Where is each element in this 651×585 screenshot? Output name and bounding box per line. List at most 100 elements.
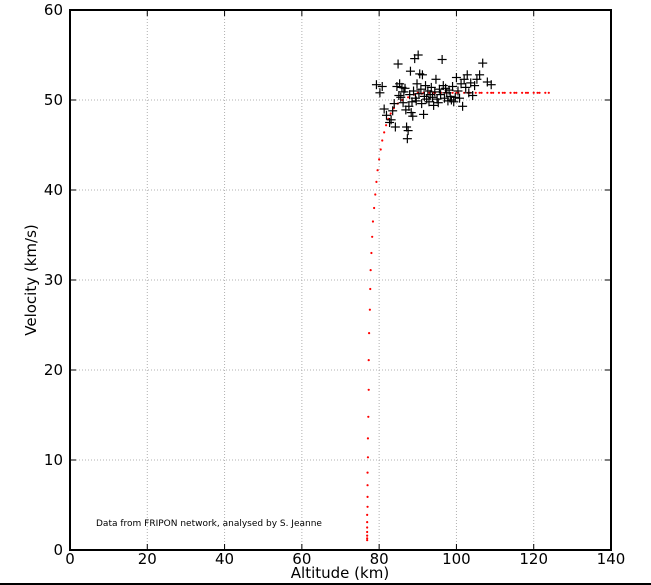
observed-point	[413, 50, 423, 60]
observed-point	[478, 58, 488, 68]
model-point	[383, 131, 386, 134]
model-point	[366, 513, 369, 517]
observed-point	[417, 99, 427, 109]
observed-point	[421, 81, 431, 91]
model-point	[503, 91, 506, 94]
observed-point	[427, 92, 437, 102]
model-point	[366, 471, 369, 474]
model-point	[378, 158, 381, 161]
model-point	[366, 530, 369, 534]
y-tick-label: 0	[53, 541, 63, 559]
model-point	[366, 534, 369, 537]
observed-point	[448, 82, 458, 91]
y-tick-label: 10	[44, 451, 63, 469]
model-point	[371, 235, 374, 238]
observed-point	[377, 82, 387, 91]
model-point	[384, 124, 388, 127]
model-point	[369, 287, 372, 291]
model-point	[366, 521, 369, 524]
observed-point	[371, 80, 381, 90]
observed-point	[393, 59, 403, 69]
model-point	[536, 91, 539, 94]
model-point	[366, 537, 369, 540]
x-tick-label: 120	[519, 550, 548, 568]
model-point	[407, 96, 410, 99]
model-point	[366, 456, 370, 459]
observed-point	[429, 100, 439, 110]
observed-point	[433, 98, 443, 108]
observed-point	[461, 82, 471, 92]
x-tick-label: 140	[597, 550, 626, 568]
x-tick-label: 0	[65, 550, 75, 568]
observed-point	[430, 87, 440, 97]
observed-point	[419, 109, 429, 119]
observed-point	[458, 101, 468, 111]
observed-point	[462, 70, 472, 80]
model-point	[524, 91, 528, 94]
observed-point	[381, 110, 391, 120]
tick-labels: 0 20 40 60 80 100 120 140 0 10 20 30 40 50 60	[44, 1, 625, 568]
model-point	[366, 505, 369, 508]
model-point	[366, 526, 369, 529]
observed-point	[414, 89, 424, 99]
model-point	[370, 251, 373, 255]
model-point	[366, 539, 369, 542]
observed-point	[437, 55, 447, 64]
model-point	[451, 91, 454, 94]
observed-point	[375, 88, 385, 98]
model-point	[526, 91, 530, 94]
x-tick-label: 80	[370, 550, 389, 568]
model-point	[513, 91, 516, 94]
data-marks	[366, 50, 550, 542]
y-tick-label: 30	[44, 271, 63, 289]
model-point	[538, 91, 541, 94]
x-tick-label: 40	[215, 550, 234, 568]
grid-lines	[70, 10, 611, 550]
model-point	[367, 415, 370, 418]
model-point	[521, 91, 524, 94]
model-point	[371, 220, 375, 223]
x-tick-label: 60	[292, 550, 311, 568]
observed-point	[402, 134, 412, 144]
plot-frame	[69, 9, 612, 551]
model-point	[375, 180, 378, 183]
observed-point	[468, 91, 478, 100]
x-tick-label: 100	[442, 550, 471, 568]
observed-point	[394, 91, 404, 100]
observed-point	[388, 106, 398, 116]
x-tick-label: 20	[138, 550, 157, 568]
observed-point	[451, 73, 461, 82]
observed-point	[411, 96, 421, 106]
observed-point	[455, 93, 465, 103]
observed-point	[417, 70, 427, 80]
observed-point	[398, 98, 408, 108]
observed-point	[390, 122, 400, 132]
model-point	[492, 91, 495, 94]
model-point	[480, 91, 483, 94]
model-point	[367, 359, 370, 362]
model-point	[368, 308, 371, 311]
model-point	[532, 91, 535, 94]
y-axis-title: Velocity (km/s)	[22, 224, 40, 335]
model-point	[515, 91, 518, 94]
x-axis-title: Altitude (km)	[291, 564, 389, 582]
observed-point	[396, 92, 406, 102]
observed-point	[431, 74, 441, 84]
model-point	[544, 91, 547, 94]
observed-point	[470, 81, 480, 91]
model-point	[367, 332, 371, 335]
model-point	[478, 91, 481, 94]
model-point	[366, 484, 369, 487]
model-point	[366, 437, 370, 440]
observed-point	[379, 104, 389, 114]
model-point	[373, 206, 376, 210]
observed-point	[409, 86, 419, 96]
model-point	[509, 91, 512, 94]
data-source-annotation: Data from FRIPON network, analysed by S.…	[96, 519, 322, 529]
y-tick-label: 40	[44, 181, 63, 199]
observed-point	[475, 70, 485, 80]
y-tick-label: 20	[44, 361, 63, 379]
observed-point	[486, 80, 496, 90]
model-point	[474, 91, 477, 94]
